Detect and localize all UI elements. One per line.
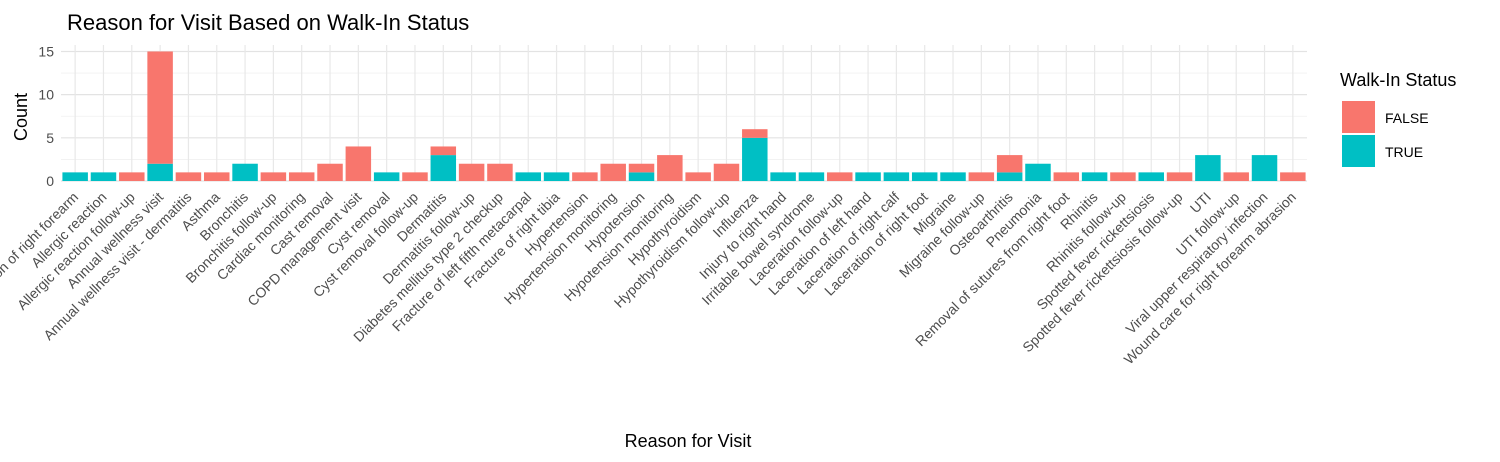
bar-false bbox=[345, 146, 372, 181]
bar-false bbox=[572, 172, 598, 181]
bar-true bbox=[90, 172, 117, 181]
bar-true bbox=[1195, 155, 1221, 181]
y-axis-ticks: 0 5 10 15 bbox=[38, 43, 54, 189]
bar-false bbox=[685, 172, 711, 181]
bar-true bbox=[232, 163, 258, 181]
y-tick-label: 0 bbox=[46, 173, 54, 189]
y-tick-label: 15 bbox=[38, 43, 54, 59]
bar-true bbox=[515, 172, 541, 181]
legend-items: FALSE TRUE bbox=[1342, 101, 1429, 167]
bar-true bbox=[1025, 163, 1051, 181]
bar-true bbox=[543, 172, 570, 181]
bar-true bbox=[1081, 172, 1108, 181]
bar-false bbox=[713, 163, 740, 181]
legend-swatch bbox=[1342, 135, 1375, 167]
bar-false bbox=[119, 172, 145, 181]
bar-false bbox=[1053, 172, 1080, 181]
bar-true bbox=[855, 172, 881, 181]
legend-label: TRUE bbox=[1385, 144, 1423, 160]
bar-true bbox=[147, 163, 173, 181]
bar-true bbox=[62, 172, 88, 181]
legend-swatch bbox=[1342, 101, 1375, 133]
bar-false bbox=[1223, 172, 1249, 181]
bar-true bbox=[628, 172, 655, 181]
bar-false bbox=[968, 172, 995, 181]
bar-true bbox=[883, 172, 910, 181]
bar-true bbox=[1138, 172, 1164, 181]
bar-true bbox=[1251, 155, 1278, 181]
grid-lines bbox=[61, 45, 1307, 182]
y-tick-label: 10 bbox=[38, 87, 54, 103]
bar-false bbox=[996, 155, 1023, 173]
bar-false bbox=[458, 163, 485, 181]
bar-false bbox=[260, 172, 287, 181]
bar-true bbox=[373, 172, 400, 181]
bar-true bbox=[911, 172, 938, 181]
bar-false bbox=[487, 163, 513, 181]
bar-false bbox=[175, 172, 202, 181]
bar-true bbox=[430, 155, 457, 181]
bar-true bbox=[770, 172, 796, 181]
bar-false bbox=[628, 163, 655, 173]
bar-false bbox=[317, 163, 343, 181]
bar-false bbox=[742, 129, 768, 138]
bar-false bbox=[204, 172, 230, 181]
bars bbox=[62, 51, 1306, 181]
chart-title: Reason for Visit Based on Walk-In Status bbox=[67, 10, 469, 35]
bar-false bbox=[288, 172, 315, 181]
bar-true bbox=[940, 172, 966, 181]
bar-false bbox=[1110, 172, 1136, 181]
bar-false bbox=[1166, 172, 1193, 181]
bar-false bbox=[147, 51, 173, 164]
y-axis-title: Count bbox=[11, 93, 31, 141]
legend-title: Walk-In Status bbox=[1340, 70, 1456, 90]
y-tick-label: 5 bbox=[46, 130, 54, 146]
bar-true bbox=[996, 172, 1023, 181]
bar-false bbox=[827, 172, 853, 181]
legend: Walk-In Status FALSE TRUE bbox=[1340, 70, 1456, 167]
bar-false bbox=[430, 146, 457, 156]
bar-true bbox=[742, 137, 768, 181]
x-tick-label: Allergic reaction follow-up bbox=[14, 189, 138, 313]
legend-label: FALSE bbox=[1385, 110, 1429, 126]
bar-true bbox=[798, 172, 825, 181]
bar-false bbox=[657, 155, 683, 181]
x-axis-title: Reason for Visit bbox=[625, 431, 752, 451]
bar-false bbox=[402, 172, 428, 181]
bar-false bbox=[1280, 172, 1306, 181]
bar-false bbox=[600, 163, 626, 181]
